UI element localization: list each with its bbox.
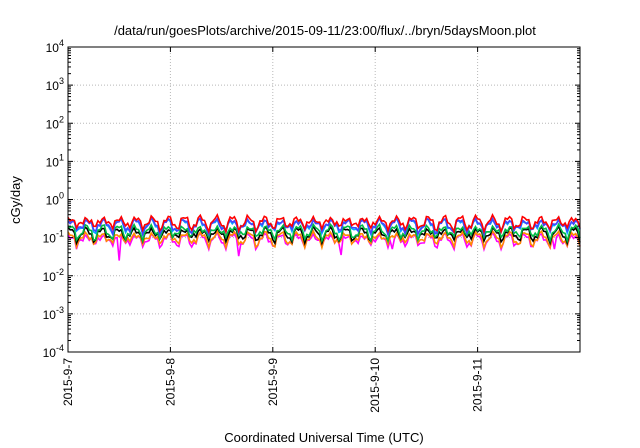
y-tick-label: 101 xyxy=(46,152,64,169)
x-axis-label: Coordinated Universal Time (UTC) xyxy=(224,430,423,445)
grid xyxy=(68,47,580,352)
y-tick-label: 100 xyxy=(46,191,64,208)
x-tick-label: 2015-9-7 xyxy=(61,358,75,406)
series-group xyxy=(67,213,581,261)
x-tick-label: 2015-9-11 xyxy=(471,358,485,412)
y-tick-label: 10-2 xyxy=(43,267,64,284)
y-tick-label: 10-3 xyxy=(43,305,64,322)
y-tick-label: 10-4 xyxy=(43,343,64,360)
x-axis: 2015-9-7 2015-9-8 2015-9-9 2015-9-10 2015-9-… xyxy=(61,47,485,413)
series-line xyxy=(67,222,581,244)
y-tick-label: 103 xyxy=(46,76,64,93)
x-tick-label: 2015-9-8 xyxy=(163,358,177,406)
x-tick-label: 2015-9-10 xyxy=(368,358,382,413)
y-tick-label: 10-1 xyxy=(43,229,64,246)
y-tick-label: 102 xyxy=(46,114,64,131)
series-line xyxy=(67,216,581,238)
x-tick-label: 2015-9-9 xyxy=(266,358,280,406)
y-axis: 10-4 10-3 10-2 10-1 100 101 102 103 104 xyxy=(43,38,580,360)
y-axis-label: cGy/day xyxy=(8,176,23,224)
chart-title: /data/run/goesPlots/archive/2015-09-11/2… xyxy=(114,23,536,38)
series-line xyxy=(67,213,581,235)
y-tick-label: 104 xyxy=(46,38,64,55)
